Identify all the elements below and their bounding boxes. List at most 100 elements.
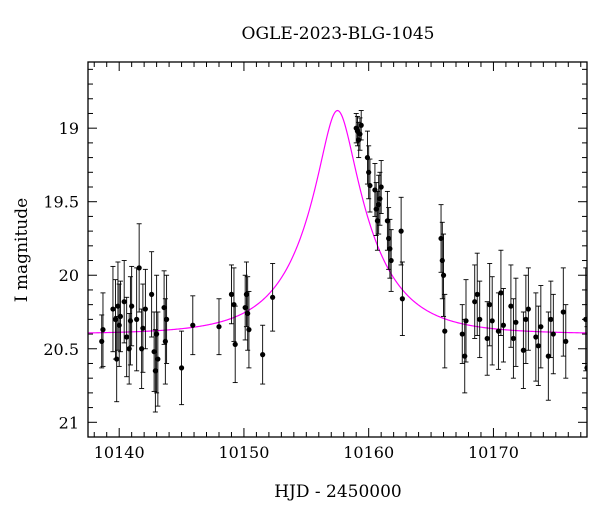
data-point [161,270,167,345]
point-marker [260,352,266,358]
data-point [358,110,364,141]
data-point [243,261,250,328]
y-axis-label: I magnitude [12,198,32,302]
point-marker [513,319,519,325]
point-marker [117,313,124,320]
data-point [216,298,222,356]
data-point [366,145,372,200]
point-marker [489,318,495,324]
data-point [140,283,146,373]
data-point [548,280,554,359]
point-marker [245,310,251,317]
point-marker [100,327,106,333]
data-point [377,171,383,226]
data-point [129,265,135,347]
point-marker [477,316,483,322]
data-point [474,252,480,336]
data-point [245,276,251,351]
point-marker [142,306,148,312]
data-point [459,304,465,364]
point-marker [243,291,250,297]
point-marker [498,290,504,296]
point-marker [388,257,394,264]
point-marker [533,334,539,340]
point-marker [376,202,382,208]
data-point [398,196,404,266]
data-point [498,249,504,336]
point-marker [525,306,531,312]
point-marker [495,328,502,334]
data-point [231,267,237,342]
plot-area: 10140 10150 10160 10170 19 19.5 20 20.5 21 [43,61,588,462]
data-point [116,283,122,367]
x-axis-label: HJD - 2450000 [274,482,402,502]
point-marker [538,324,544,330]
data-point [114,315,120,403]
data-point [440,233,447,317]
point-marker [124,334,130,340]
point-marker [115,303,121,309]
point-marker [442,328,448,334]
data-point [149,251,155,338]
data-point [121,260,127,344]
data-point [126,313,132,385]
data-point [117,280,124,353]
point-marker [378,184,384,190]
data-point [513,277,519,367]
point-marker [463,318,469,324]
data-point [463,279,469,363]
point-marker [110,306,116,312]
data-point [550,293,556,375]
data-point [100,292,106,367]
data-point [364,130,371,185]
point-marker [500,322,507,328]
data-point [462,318,468,394]
data-point [563,304,569,379]
data-point [134,267,140,372]
data-point [154,274,160,394]
plot-frame [87,61,588,438]
data-point [110,265,116,353]
data-point [127,276,134,366]
model-curve [88,109,587,334]
point-marker [357,131,363,137]
point-marker [440,272,447,278]
data-point [495,292,502,370]
data-point [510,298,516,379]
point-marker [520,347,526,353]
data-point [386,207,392,270]
point-marker [439,257,445,264]
chart-title: OGLE-2023-BLG-1045 [242,24,435,44]
point-marker [366,169,372,175]
point-marker [358,122,364,128]
point-marker [154,331,160,337]
point-marker [374,218,381,224]
point-marker [535,343,541,349]
point-marker [386,235,392,242]
data-point [152,329,158,413]
data-point [163,274,170,364]
data-point [399,261,405,336]
point-marker [487,302,493,308]
data-point [162,298,168,385]
point-marker [136,265,142,271]
point-marker [484,335,490,342]
data-point [477,280,483,359]
data-point [545,311,551,401]
point-marker [560,309,566,315]
data-point [378,160,384,214]
point-marker [140,325,146,331]
point-marker [232,341,238,347]
point-marker [246,327,252,333]
point-marker [472,299,478,305]
point-marker [99,338,105,345]
point-marker [270,294,276,300]
data-point [124,296,130,378]
x-tick-label: 10150 [218,443,269,462]
point-marker [149,291,155,297]
data-point [388,229,394,292]
point-marker [114,356,120,362]
x-tick-label: 10140 [94,443,145,462]
data-point [520,311,526,389]
